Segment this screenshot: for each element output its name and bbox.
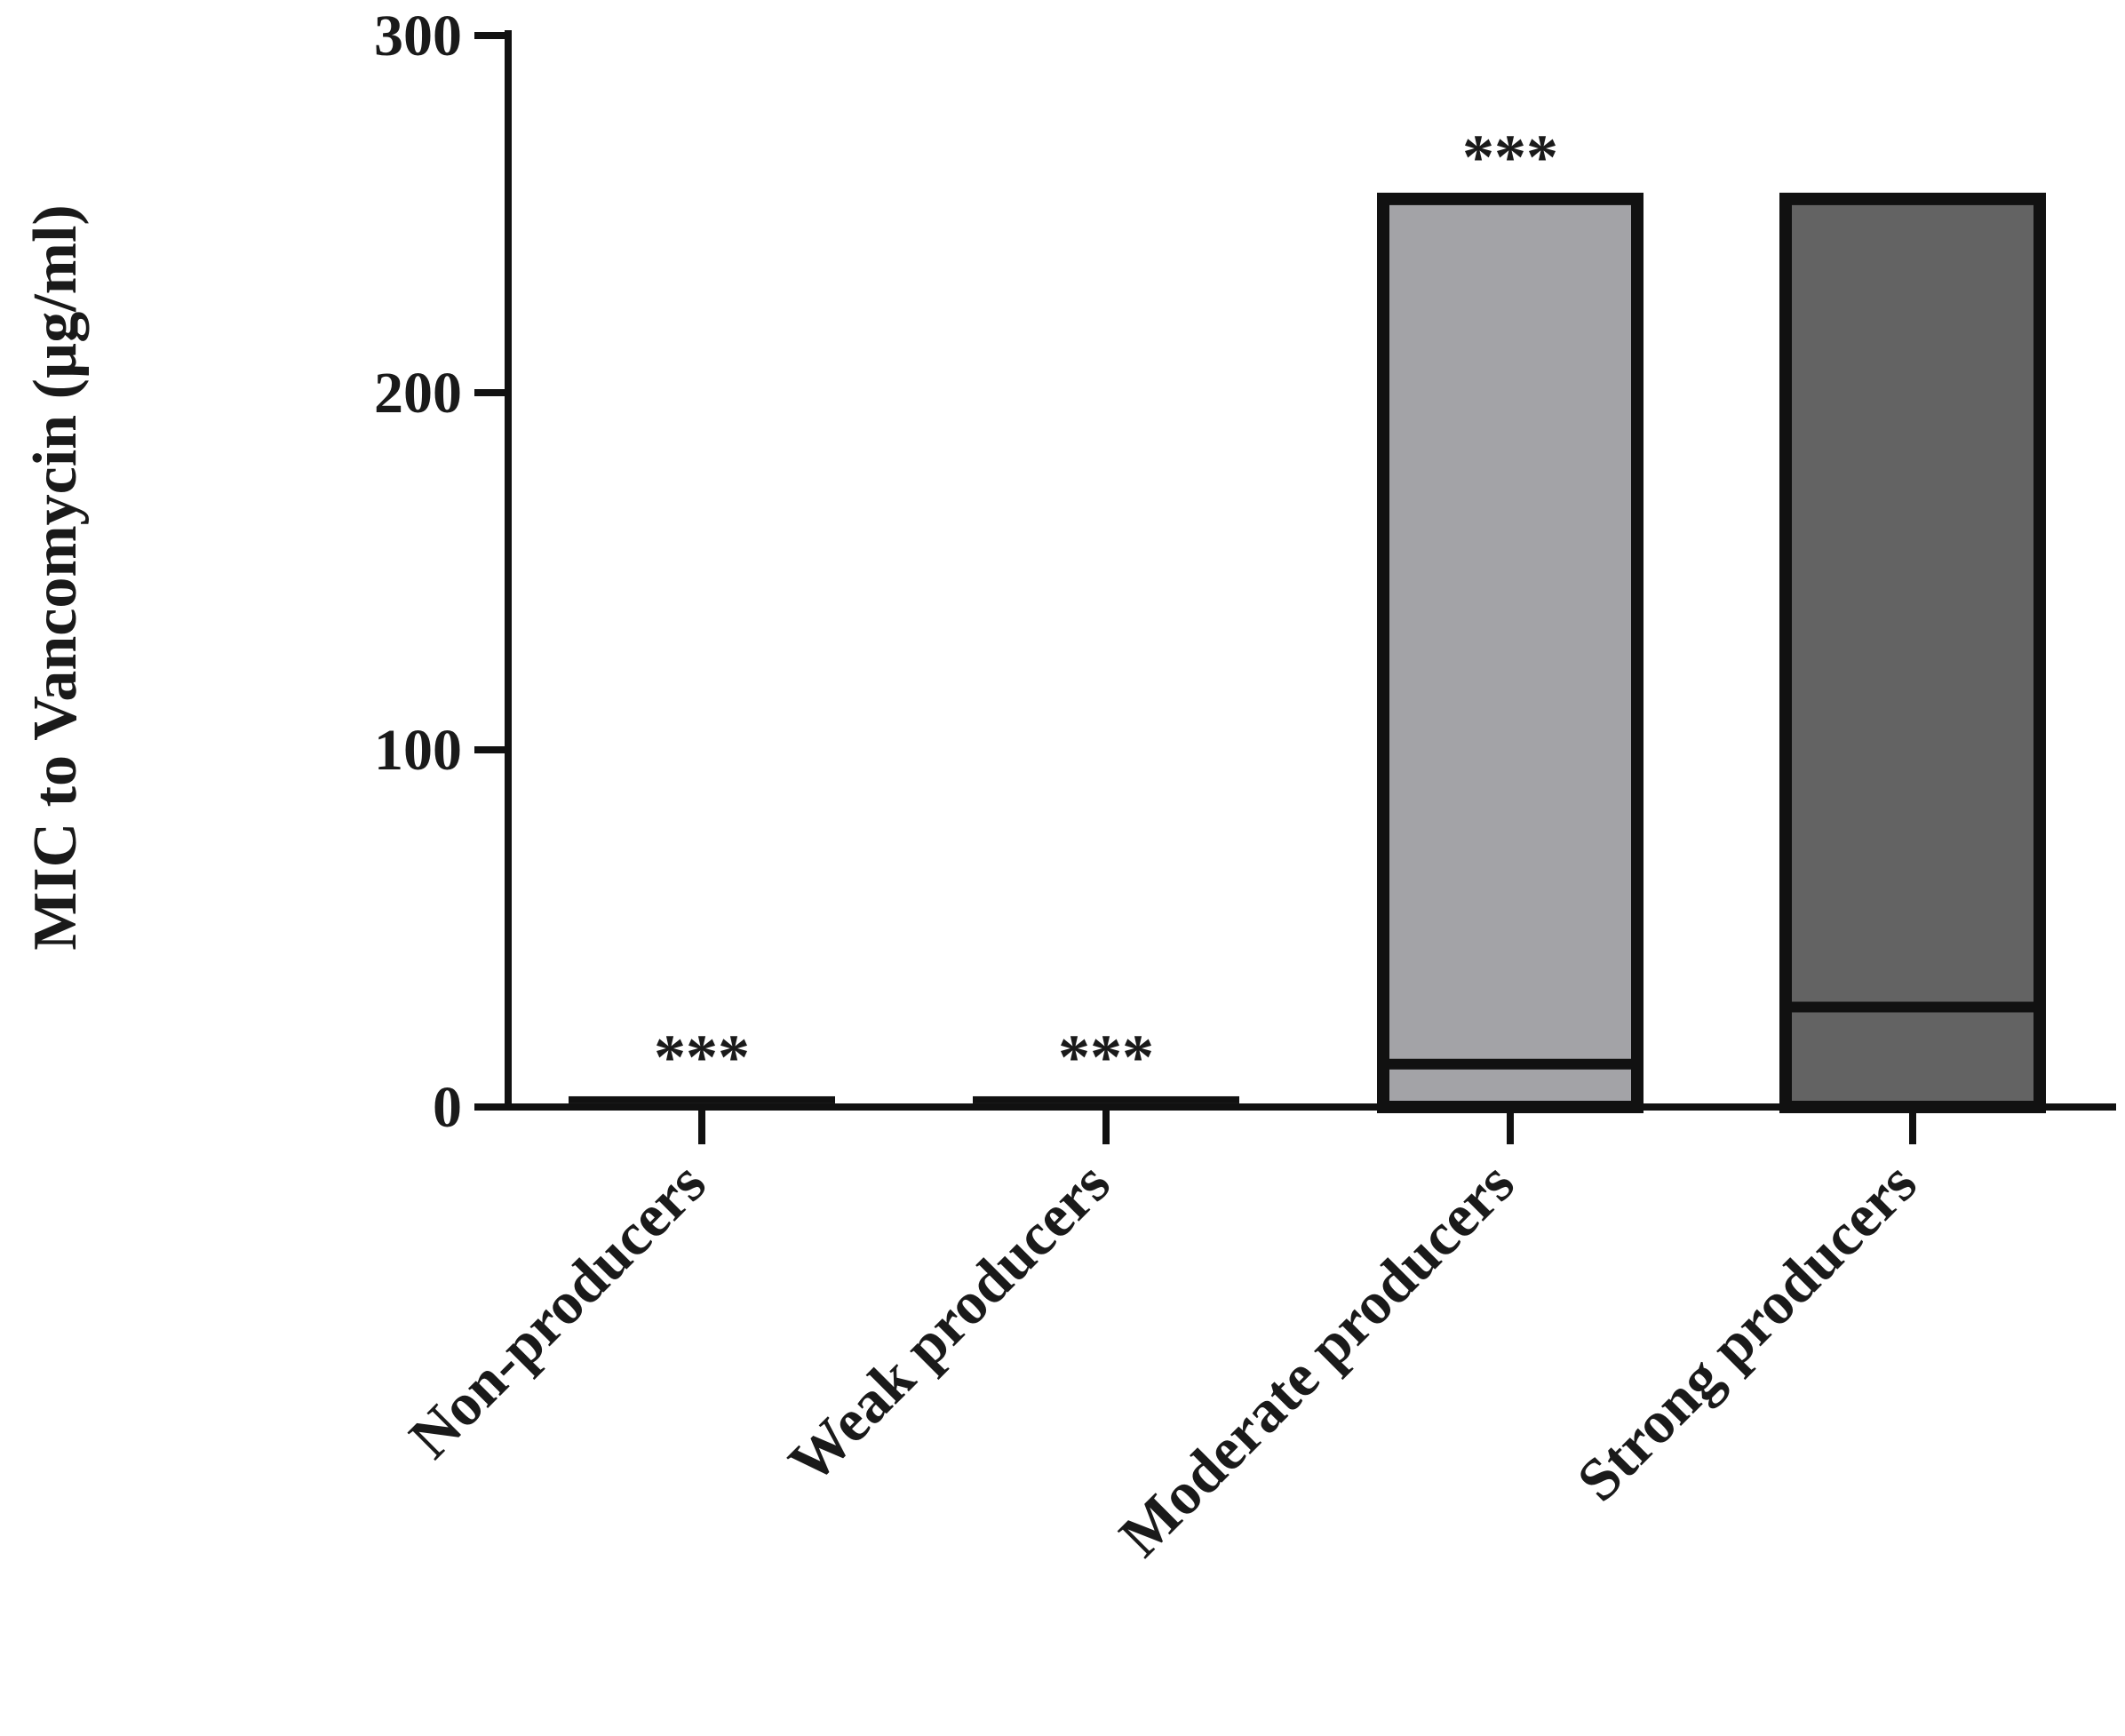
y-tick-label: 200 <box>374 361 462 426</box>
annotations: *** *** *** <box>654 122 1558 1093</box>
bar <box>1377 192 1643 1113</box>
x-tick-label: Strong producers <box>1564 1149 1929 1514</box>
bar <box>569 1095 835 1103</box>
bar <box>973 1095 1239 1103</box>
bar <box>1779 192 2046 1113</box>
x-tick-label: Moderate producers <box>1106 1149 1526 1569</box>
significance-annotation: *** <box>1058 1022 1154 1093</box>
axes: 0 100 200 300 <box>374 4 2116 1144</box>
y-tick-label: 300 <box>374 4 462 68</box>
significance-annotation: *** <box>1462 122 1558 193</box>
y-tick-label: 100 <box>374 718 462 783</box>
x-tick-label: Non-producers <box>396 1149 719 1471</box>
x-tick-label: Weak producers <box>776 1149 1123 1496</box>
significance-annotation: *** <box>654 1022 750 1093</box>
y-axis-label: MIC to Vancomycin (µg/ml) <box>21 204 90 950</box>
y-tick-label: 0 <box>433 1075 462 1140</box>
bars <box>569 192 2046 1113</box>
